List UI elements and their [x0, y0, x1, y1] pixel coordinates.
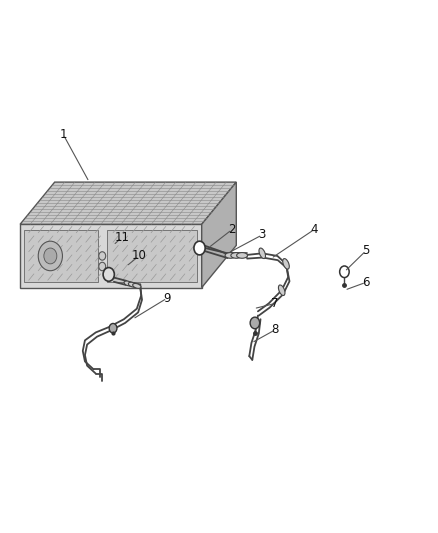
Ellipse shape — [133, 284, 141, 288]
Text: 3: 3 — [258, 228, 266, 241]
Ellipse shape — [128, 282, 137, 287]
Ellipse shape — [259, 248, 265, 259]
Text: 2: 2 — [228, 223, 236, 236]
Ellipse shape — [283, 259, 290, 269]
Text: 9: 9 — [163, 292, 171, 305]
Polygon shape — [106, 230, 198, 282]
Circle shape — [339, 266, 349, 278]
Ellipse shape — [237, 253, 247, 259]
Ellipse shape — [225, 253, 236, 259]
Text: 1: 1 — [60, 128, 67, 141]
Text: 8: 8 — [272, 324, 279, 336]
Ellipse shape — [124, 281, 132, 286]
Text: 5: 5 — [362, 244, 370, 257]
Text: 7: 7 — [272, 297, 279, 310]
Circle shape — [38, 241, 63, 271]
Text: 6: 6 — [362, 276, 370, 289]
Circle shape — [109, 324, 117, 333]
Text: 4: 4 — [311, 223, 318, 236]
Text: 11: 11 — [114, 231, 129, 244]
Circle shape — [99, 262, 106, 271]
Circle shape — [103, 268, 114, 281]
Text: 10: 10 — [131, 249, 146, 262]
Polygon shape — [20, 224, 202, 288]
Circle shape — [194, 241, 205, 255]
Ellipse shape — [231, 253, 242, 259]
Ellipse shape — [279, 285, 285, 295]
Circle shape — [99, 252, 106, 260]
Circle shape — [250, 317, 260, 329]
Polygon shape — [20, 182, 236, 224]
Polygon shape — [25, 230, 98, 282]
Polygon shape — [202, 182, 236, 288]
Circle shape — [44, 248, 57, 264]
